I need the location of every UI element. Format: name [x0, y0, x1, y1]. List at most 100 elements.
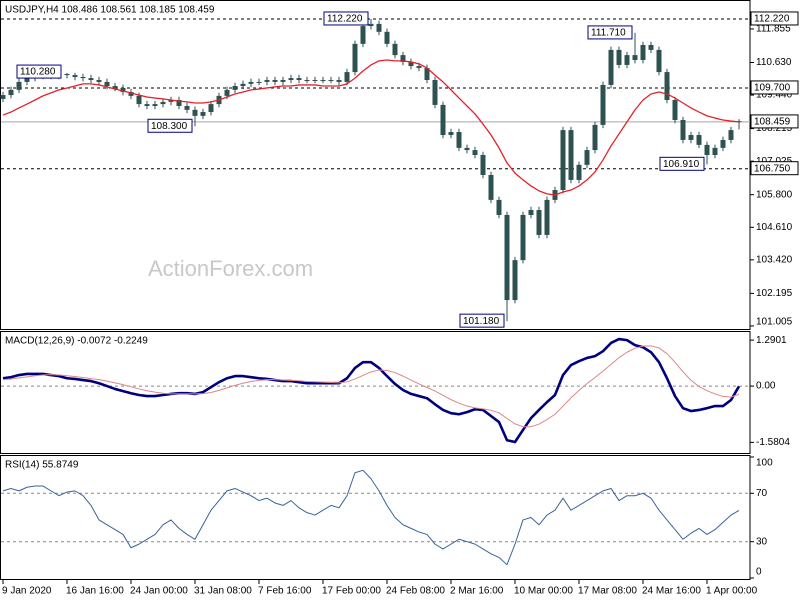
- price-panel: [0, 0, 751, 330]
- candle-body: [168, 99, 174, 102]
- candle-body: [88, 78, 94, 81]
- candle-body: [560, 130, 566, 191]
- x-tick-label: 31 Jan 08:00: [194, 586, 252, 597]
- x-tick-label: 10 Mar 00:00: [514, 586, 573, 597]
- y-tick-label: 102.195: [756, 288, 793, 299]
- y-tick-label: 100: [756, 458, 773, 469]
- candle-body: [176, 99, 182, 107]
- price-callout-box: [16, 64, 62, 79]
- candle-body: [264, 80, 270, 82]
- candle-body: [672, 99, 678, 120]
- x-tick-label: 17 Feb 00:00: [322, 586, 381, 597]
- level-box: [750, 11, 799, 26]
- y-tick-label: 103.420: [756, 254, 793, 265]
- candle-body: [544, 199, 550, 235]
- candle-body: [16, 81, 22, 90]
- candle-body: [208, 104, 214, 113]
- candle-body: [328, 80, 334, 82]
- price-callout-box: [459, 313, 505, 328]
- candle-body: [0, 95, 6, 99]
- candle-body: [592, 124, 598, 151]
- candle-body: [496, 199, 502, 215]
- level-label: 109.700: [754, 83, 791, 94]
- candle-body: [512, 260, 518, 301]
- candle-body: [248, 81, 254, 84]
- candle-body: [112, 86, 118, 88]
- y-tick-label: 104.610: [756, 222, 793, 233]
- candle-body: [24, 78, 30, 82]
- candle-body: [608, 49, 614, 85]
- candle-body: [152, 104, 158, 107]
- candle-body: [632, 55, 638, 61]
- candle-body: [536, 210, 542, 235]
- candle-body: [432, 80, 438, 105]
- candle-body: [616, 49, 622, 65]
- level-label: 106.750: [754, 163, 791, 174]
- candle-body: [144, 104, 150, 107]
- candle-body: [136, 95, 142, 105]
- level-label: 108.459: [754, 117, 791, 128]
- candle-body: [712, 147, 718, 156]
- candle-body: [400, 55, 406, 62]
- candle-body: [128, 92, 134, 96]
- candle-body: [80, 76, 86, 79]
- y-tick-label: 105.800: [756, 189, 793, 200]
- candle-body: [456, 132, 462, 148]
- candle-body: [320, 80, 326, 82]
- panel-title: RSI(14) 55.8749: [5, 460, 79, 471]
- level-box: [750, 80, 799, 95]
- candle-body: [376, 23, 382, 32]
- price-callout-box: [659, 156, 705, 171]
- price-callout: 108.300: [151, 121, 188, 132]
- line-series: [2, 345, 740, 428]
- candle-body: [280, 80, 286, 82]
- candle-body: [296, 78, 302, 81]
- y-tick-label: 0.00: [756, 381, 776, 392]
- price-callout-box: [147, 118, 193, 133]
- candle-body: [360, 26, 366, 44]
- candle-body: [96, 80, 102, 82]
- candle-body: [680, 119, 686, 140]
- candle-body: [8, 89, 14, 96]
- x-tick-label: 9 Jan 2020: [2, 586, 52, 597]
- x-tick-label: 24 Mar 16:00: [642, 586, 701, 597]
- y-tick-label: 101.005: [756, 317, 793, 328]
- y-tick-label: 1.2901: [756, 335, 787, 346]
- candle-body: [160, 101, 166, 105]
- candle-body: [416, 66, 422, 68]
- price-callout-box: [587, 25, 633, 40]
- candle-body: [288, 78, 294, 81]
- candle-body: [472, 150, 478, 156]
- candle-body: [480, 155, 486, 175]
- x-tick-label: 17 Mar 08:00: [578, 586, 637, 597]
- candle-body: [192, 109, 198, 116]
- line-series: [2, 469, 740, 566]
- y-tick-label: 110.630: [756, 57, 792, 68]
- rsi-panel: [0, 455, 751, 580]
- x-tick-label: 24 Jan 00:00: [130, 586, 188, 597]
- candle-body: [640, 44, 646, 61]
- candle-body: [240, 83, 246, 87]
- price-callout: 111.710: [591, 28, 626, 39]
- y-tick-label: 30: [756, 536, 768, 547]
- candle-body: [600, 84, 606, 125]
- x-tick-label: 24 Feb 08:00: [386, 586, 445, 597]
- candle-body: [424, 67, 430, 81]
- candle-body: [184, 106, 190, 110]
- candle-body: [624, 55, 630, 65]
- candle-body: [504, 214, 510, 301]
- candle-body: [648, 44, 654, 50]
- x-tick-label: 7 Feb 16:00: [258, 586, 312, 597]
- panel-title: USDJPY,H4 108.486 108.561 108.185 108.45…: [5, 5, 215, 16]
- panel-title: MACD(12,26,9) -0.0072 -0.2249: [5, 336, 148, 347]
- level-box: [750, 161, 799, 176]
- x-tick-label: 2 Mar 16:00: [450, 586, 504, 597]
- level-box: [750, 114, 799, 129]
- candle-body: [704, 144, 710, 156]
- candle-body: [464, 147, 470, 151]
- price-callout: 110.280: [20, 67, 56, 78]
- candle-body: [104, 81, 110, 87]
- price-callout-box: [323, 11, 369, 26]
